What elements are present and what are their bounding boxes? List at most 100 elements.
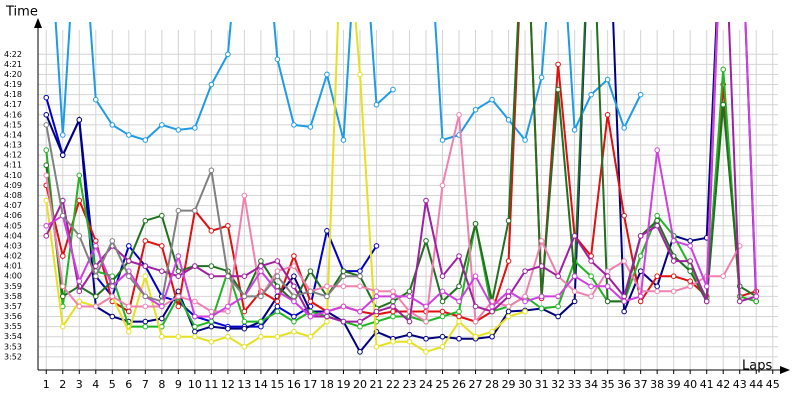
lap-marker: [456, 112, 462, 118]
lap-marker: [654, 217, 660, 224]
lap-marker: [472, 106, 479, 113]
lap-marker: [59, 132, 66, 138]
lap-marker: [505, 308, 512, 315]
lap-marker: [621, 293, 627, 300]
lap-marker: [109, 293, 116, 300]
y-tick-label: 3:59: [4, 282, 22, 291]
lap-marker: [258, 323, 264, 330]
lap-marker: [324, 228, 330, 234]
lap-marker: [720, 101, 727, 108]
lap-marker: [390, 313, 396, 320]
lap-marker: [258, 318, 264, 325]
lap-marker: [340, 273, 347, 279]
lap-marker: [76, 288, 83, 295]
lap-marker: [720, 273, 727, 279]
lap-marker: [555, 273, 561, 279]
x-tick-label: 36: [617, 378, 631, 391]
lap-marker: [291, 263, 297, 269]
lap-marker: [241, 273, 248, 279]
lap-marker: [126, 258, 132, 264]
lap-marker: [439, 344, 446, 350]
lap-marker: [175, 303, 182, 310]
y-tick-label: 4:12: [4, 151, 22, 160]
lap-marker: [192, 207, 198, 214]
lap-marker: [159, 298, 165, 305]
lap-marker: [489, 333, 495, 340]
lap-marker: [654, 147, 660, 153]
y-tick-label: 4:10: [4, 171, 22, 180]
lap-marker: [439, 288, 446, 295]
lap-marker: [76, 233, 83, 239]
lap-marker: [225, 303, 231, 310]
y-tick-label: 4:01: [4, 262, 22, 271]
series-line: [45, 22, 757, 323]
lap-marker: [538, 305, 545, 312]
x-tick-label: 25: [436, 378, 450, 391]
lap-marker: [538, 238, 545, 244]
x-tick-label: 27: [469, 378, 483, 391]
lap-marker: [505, 117, 512, 123]
lap-marker: [654, 212, 660, 219]
lap-marker: [423, 349, 429, 355]
lap-marker: [43, 122, 50, 128]
y-tick-label: 3:56: [4, 312, 22, 321]
lap-marker: [324, 283, 330, 290]
lap-marker: [142, 263, 149, 269]
lap-marker: [175, 293, 182, 300]
lap-marker: [654, 283, 660, 290]
x-tick-label: 13: [237, 378, 251, 391]
lap-marker: [324, 313, 330, 320]
lap-marker: [92, 293, 99, 300]
x-tick-label: 30: [518, 378, 532, 391]
lap-marker: [126, 328, 132, 335]
x-tick-label: 24: [419, 378, 433, 391]
lap-marker: [291, 298, 297, 305]
x-tick-label: 19: [336, 378, 350, 391]
lap-marker: [291, 122, 297, 128]
lap-marker: [670, 238, 677, 244]
lap-marker: [340, 283, 347, 290]
lap-marker: [126, 273, 132, 279]
lap-marker: [59, 212, 66, 219]
lap-marker: [357, 349, 363, 355]
lap-marker: [637, 293, 644, 300]
y-tick-label: 4:02: [4, 252, 22, 261]
x-tick-label: 32: [551, 378, 565, 391]
lap-marker: [109, 122, 116, 128]
lap-marker: [291, 328, 297, 335]
lap-marker: [192, 313, 198, 320]
lap-marker: [439, 137, 446, 143]
lap-marker: [159, 243, 165, 249]
lap-marker: [472, 333, 479, 340]
lap-marker: [192, 263, 198, 269]
lap-marker: [92, 96, 99, 103]
lap-marker: [59, 283, 66, 290]
y-tick-label: 3:57: [4, 302, 22, 311]
lap-marker: [489, 308, 495, 315]
x-tick-label: 31: [535, 378, 549, 391]
lap-marker: [670, 288, 677, 295]
lap-marker: [175, 268, 182, 274]
lap-marker: [505, 288, 512, 295]
lap-marker: [291, 253, 297, 259]
lap-marker: [43, 172, 50, 179]
lap-marker: [175, 207, 182, 214]
lap-marker: [192, 323, 198, 330]
lap-marker: [423, 238, 429, 244]
lap-marker: [637, 91, 644, 98]
lap-marker: [373, 344, 380, 350]
x-tick-label: 14: [254, 378, 268, 391]
y-tick-label: 4:14: [4, 130, 22, 139]
x-tick-label: 11: [204, 378, 218, 391]
lap-marker: [621, 298, 627, 305]
lap-marker: [571, 233, 578, 239]
x-tick-label: 39: [667, 378, 681, 391]
lap-marker: [456, 335, 462, 342]
x-tick-label: 12: [221, 378, 235, 391]
lap-marker: [637, 233, 644, 239]
lap-marker: [472, 318, 479, 325]
y-tick-label: 4:17: [4, 100, 22, 109]
y-axis-arrow: [34, 18, 42, 28]
x-tick-label: 5: [109, 378, 116, 391]
